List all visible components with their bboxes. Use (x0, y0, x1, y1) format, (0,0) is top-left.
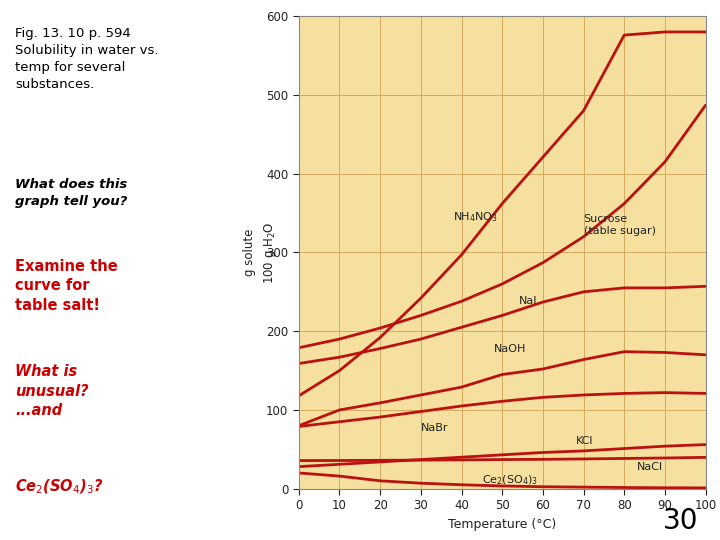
Text: KCl: KCl (575, 436, 593, 447)
Text: NaBr: NaBr (420, 423, 449, 433)
Text: What is
unusual?
...and: What is unusual? ...and (15, 364, 89, 418)
Text: NH$_4$NO$_3$: NH$_4$NO$_3$ (454, 210, 498, 224)
Text: What does this
graph tell you?: What does this graph tell you? (15, 178, 127, 208)
Text: NaOH: NaOH (494, 343, 526, 354)
Text: Fig. 13. 10 p. 594
Solubility in water vs.
temp for several
substances.: Fig. 13. 10 p. 594 Solubility in water v… (15, 27, 159, 91)
Text: 30: 30 (663, 507, 698, 535)
Text: Ce$_2$(SO$_4$)$_3$?: Ce$_2$(SO$_4$)$_3$? (15, 478, 104, 496)
X-axis label: Temperature (°C): Temperature (°C) (448, 518, 557, 531)
Text: Examine the
curve for
table salt!: Examine the curve for table salt! (15, 259, 118, 313)
Text: NaCl: NaCl (636, 462, 662, 471)
Text: NaI: NaI (518, 296, 537, 306)
Text: Sucrose
(table sugar): Sucrose (table sugar) (584, 214, 656, 236)
Y-axis label: g solute
100 g H$_2$O: g solute 100 g H$_2$O (243, 221, 278, 284)
Text: Ce$_2$(SO$_4$)$_3$: Ce$_2$(SO$_4$)$_3$ (482, 473, 538, 487)
